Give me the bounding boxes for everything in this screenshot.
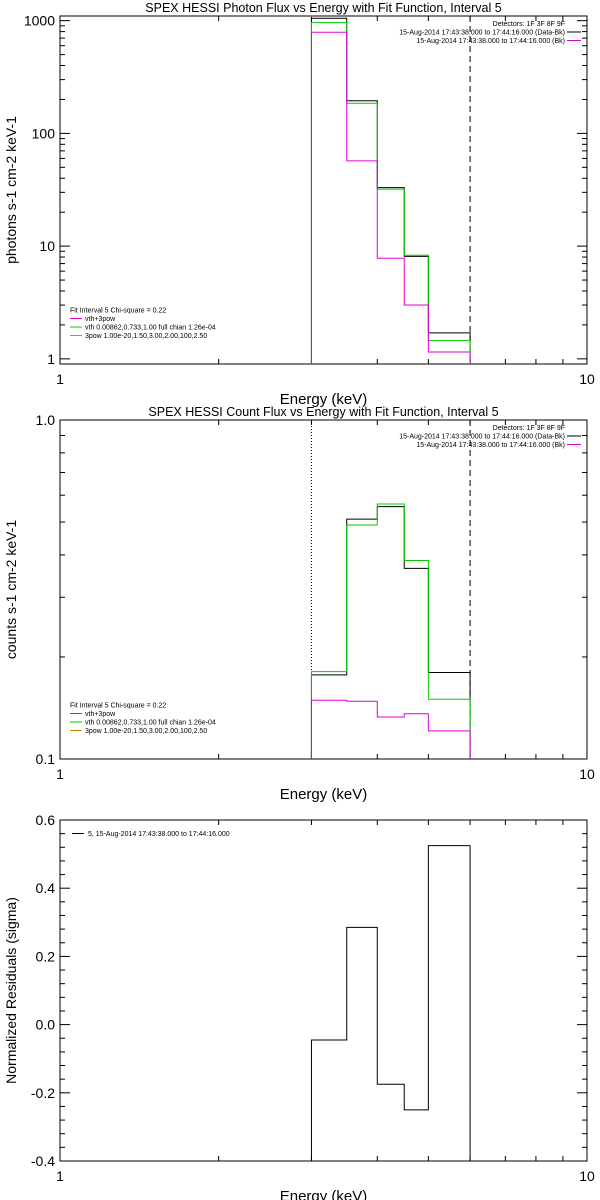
- y-axis-label: Normalized Residuals (sigma): [3, 897, 19, 1084]
- chart-title: SPEX HESSI Photon Flux vs Energy with Fi…: [145, 1, 501, 15]
- chart-panel-3: 1 10 -0.4 -0.2 0.0 0.2 0.4 0.6 Energy (keV) Norma…: [3, 812, 595, 1200]
- y-tick-label: 0.0: [36, 1017, 56, 1033]
- x-tick-label: 10: [579, 1168, 595, 1184]
- legend-top-text: Detectors: 1F 3F 8F 9F: [493, 21, 565, 28]
- y-tick-label: 10: [39, 238, 55, 254]
- series-line-1: [310, 506, 471, 759]
- x-axis-label: Energy (keV): [280, 391, 368, 408]
- legend-bottom-text: vth 0.00862,0.733,1.00 full chian 1.26e-…: [85, 720, 216, 727]
- legend-bottom-text: 3pow 1.00e-20,1.50,3.00,2.00,100,2.50: [85, 728, 207, 735]
- series-line-2: [310, 22, 471, 364]
- legend-top-text: 15-Aug-2014 17:43:38.000 to 17:44:16.000…: [416, 38, 565, 45]
- legend-bottom-text: Fit Interval 5 Chi-square = 0.22: [70, 703, 166, 710]
- legend-bottom-text: 3pow 1.00e-20,1.50,3.00,2.00,100,2.50: [85, 333, 207, 340]
- y-tick-label: 1: [47, 351, 55, 367]
- data-layer: [310, 16, 471, 364]
- y-tick-label: 0.6: [36, 812, 56, 828]
- y-axis-label: photons s-1 cm-2 keV-1: [3, 116, 19, 264]
- y-axis-label: counts s-1 cm-2 keV-1: [3, 520, 19, 659]
- plot-frame: [59, 819, 588, 1162]
- y-tick-label: 100: [32, 125, 56, 141]
- legend-top-text: 15-Aug-2014 17:43:38.000 to 17:44:16.000…: [399, 30, 565, 37]
- x-tick-label: 1: [56, 766, 64, 782]
- series-line-2: [310, 503, 471, 759]
- y-tick-label: -0.2: [31, 1085, 55, 1101]
- legend-top-text: 15-Aug-2014 17:43:38.000 to 17:44:16.000…: [399, 434, 565, 441]
- legend-bottom-text: vth+3pow: [85, 316, 116, 323]
- legend-bottom-text: vth 0.00862,0.733,1.00 full chian 1.26e-…: [85, 325, 216, 332]
- y-tick-label: 1000: [24, 13, 55, 29]
- legend-bottom-text: vth+3pow: [85, 711, 116, 718]
- y-tick-label: 1.0: [36, 412, 56, 428]
- chart-title: SPEX HESSI Count Flux vs Energy with Fit…: [148, 405, 498, 419]
- series-line-3: [310, 699, 471, 759]
- series-line-3: [310, 31, 471, 364]
- y-tick-label: 0.4: [36, 880, 56, 896]
- legend-top-text: 15-Aug-2014 17:43:38.000 to 17:44:16.000…: [416, 442, 565, 449]
- x-tick-label: 10: [579, 766, 595, 782]
- y-tick-label: -0.4: [31, 1153, 55, 1169]
- data-layer: [310, 420, 471, 759]
- data-layer: [310, 845, 471, 1161]
- x-axis-label: Energy (keV): [280, 786, 368, 803]
- chart-panel-2: 1 10 0.1 1.0 SPEX HESSI Count Flux vs Energy…: [3, 405, 595, 803]
- x-tick-label: 10: [579, 371, 595, 387]
- plot-frame: [59, 15, 588, 365]
- y-tick-label: 0.2: [36, 948, 56, 964]
- legend-bottom-text: Fit Interval 5 Chi-square = 0.22: [70, 308, 166, 315]
- legend-top-text: Detectors: 1F 3F 8F 9F: [493, 425, 565, 432]
- x-tick-label: 1: [56, 1168, 64, 1184]
- y-tick-label: 0.1: [36, 751, 56, 767]
- chart-panel-1: 1 10 1 10 100 1000 SPEX HESSI Photon Flux vs E…: [3, 1, 595, 408]
- x-axis-label: Energy (keV): [280, 1188, 368, 1200]
- plot-frame: [59, 419, 588, 760]
- legend-top-text: 5, 15-Aug-2014 17:43:38.000 to 17:44:16.…: [88, 831, 230, 838]
- x-tick-label: 1: [56, 371, 64, 387]
- series-line-1: [310, 845, 471, 1161]
- series-line-1: [310, 17, 471, 364]
